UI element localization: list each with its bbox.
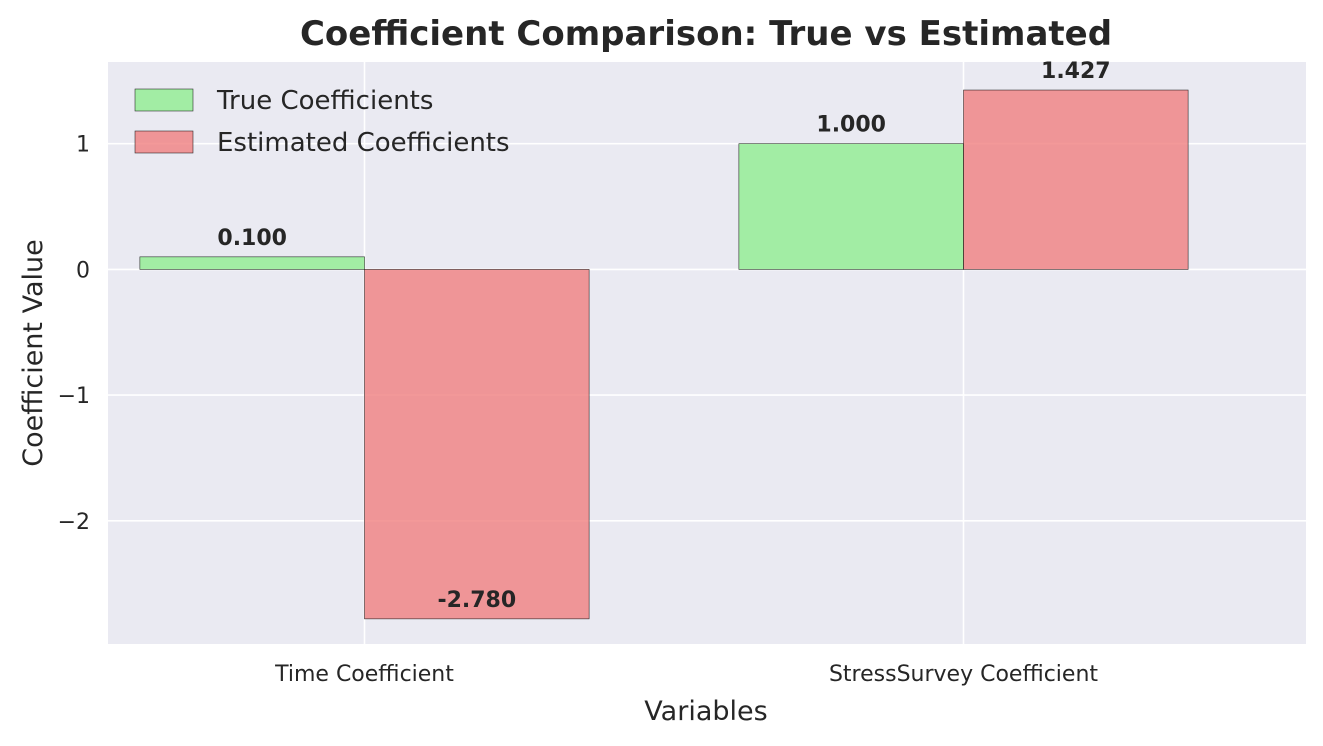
legend-swatch [134, 88, 194, 112]
data-label: -2.780 [437, 588, 516, 613]
legend-label: Estimated Coefficients [217, 128, 510, 158]
y-axis-ticks: 1 0 −1 −2 [58, 133, 90, 535]
legend: True Coefficients Estimated Coefficients [134, 86, 510, 158]
data-labels: 0.100 1.000 -2.780 1.427 [217, 59, 1110, 613]
bar [738, 143, 964, 270]
chart-title: Coefficient Comparison: True vs Estimate… [300, 14, 1112, 54]
bar [963, 89, 1189, 270]
bars [139, 89, 1189, 620]
bar [364, 269, 590, 620]
x-axis-label: Variables [644, 696, 767, 727]
x-tick-label: StressSurvey Coefficient [829, 662, 1098, 687]
y-axis-label: Coefficient Value [18, 239, 49, 466]
data-label: 1.000 [816, 113, 886, 138]
legend-swatch [134, 130, 194, 154]
x-axis-ticks: Time Coefficient StressSurvey Coefficient [274, 662, 1098, 687]
y-tick-label: −2 [58, 510, 90, 535]
bar [139, 256, 365, 270]
x-tick-label: Time Coefficient [274, 662, 454, 687]
y-tick-label: 0 [76, 258, 90, 283]
y-tick-label: 1 [76, 133, 90, 158]
legend-label: True Coefficients [216, 86, 433, 116]
data-label: 0.100 [217, 226, 287, 251]
y-tick-label: −1 [58, 384, 90, 409]
data-label: 1.427 [1041, 59, 1111, 84]
